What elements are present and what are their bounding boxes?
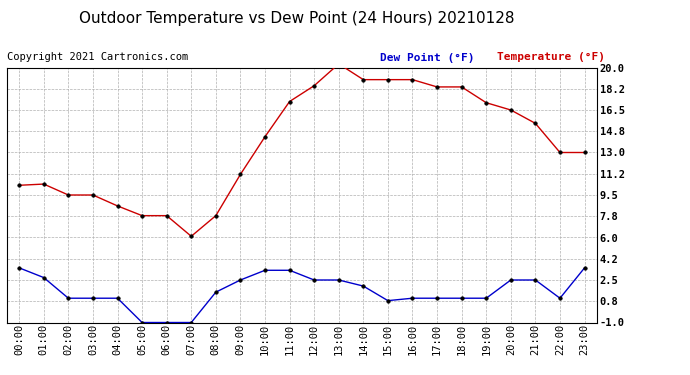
Text: Copyright 2021 Cartronics.com: Copyright 2021 Cartronics.com	[7, 53, 188, 63]
Text: Outdoor Temperature vs Dew Point (24 Hours) 20210128: Outdoor Temperature vs Dew Point (24 Hou…	[79, 11, 515, 26]
Text: Dew Point (°F): Dew Point (°F)	[380, 53, 481, 63]
Text: Temperature (°F): Temperature (°F)	[497, 53, 605, 63]
